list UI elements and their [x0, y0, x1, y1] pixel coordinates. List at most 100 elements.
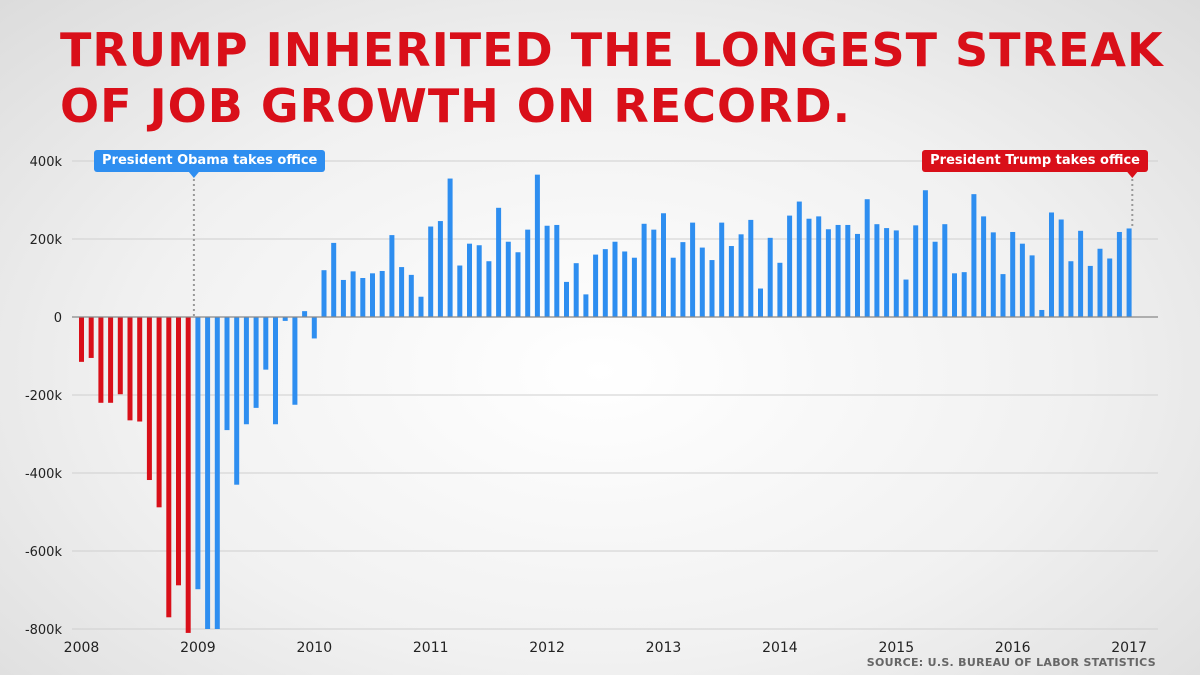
bar	[234, 317, 240, 485]
bar	[205, 317, 211, 629]
headline-line-2: OF JOB GROWTH ON RECORD.	[60, 79, 852, 133]
bar	[758, 288, 763, 317]
bar	[457, 265, 463, 317]
bar	[835, 224, 841, 317]
bar	[661, 213, 666, 317]
bar	[505, 241, 511, 317]
y-tick-label: -600k	[25, 545, 63, 560]
bar	[224, 317, 230, 431]
bar	[166, 317, 172, 618]
bar	[185, 317, 191, 633]
bar	[302, 311, 308, 317]
bar	[525, 229, 531, 317]
y-tick-label: 400k	[30, 155, 63, 170]
headline: TRUMP INHERITED THE LONGEST STREAK OF JO…	[60, 22, 1170, 134]
x-tick-label: 2014	[762, 640, 798, 656]
bar	[1039, 309, 1045, 317]
bar	[379, 270, 385, 317]
bar	[399, 267, 405, 317]
bar	[641, 223, 647, 317]
bar	[1049, 212, 1054, 317]
bar	[825, 229, 831, 317]
bar	[690, 222, 696, 317]
bar	[573, 263, 579, 317]
bar	[350, 271, 356, 317]
bar	[1068, 261, 1074, 317]
bar	[137, 317, 143, 422]
bar	[593, 254, 599, 317]
bar	[146, 317, 152, 481]
x-tick-label: 2013	[646, 640, 682, 656]
bar	[273, 317, 278, 425]
bar	[952, 273, 957, 317]
bar	[942, 224, 948, 317]
bar	[195, 317, 201, 590]
bar	[496, 207, 502, 317]
bar	[1078, 230, 1084, 317]
bar	[467, 243, 472, 317]
bar	[612, 241, 618, 317]
bar	[476, 245, 482, 317]
bar	[437, 221, 443, 317]
trump-callout-pointer	[1127, 172, 1138, 178]
bar	[583, 294, 589, 317]
bar	[1010, 231, 1016, 317]
bar	[845, 224, 851, 317]
y-tick-label: -200k	[25, 389, 63, 404]
bar	[864, 199, 870, 317]
bar	[360, 278, 366, 317]
bar	[922, 190, 928, 317]
bar	[292, 317, 298, 405]
bar	[670, 257, 676, 317]
bar	[108, 317, 114, 403]
bar	[728, 246, 734, 317]
bar	[370, 273, 375, 317]
bar	[282, 317, 288, 321]
bar	[932, 241, 938, 317]
source-note: SOURCE: U.S. BUREAU OF LABOR STATISTICS	[866, 656, 1156, 669]
bar	[389, 235, 395, 317]
bar	[79, 317, 84, 362]
bar	[1097, 248, 1103, 317]
obama-callout-label: President Obama takes office	[94, 150, 326, 172]
bar	[738, 234, 744, 317]
bar	[544, 225, 550, 317]
bar	[428, 226, 434, 317]
obama-callout-pointer	[188, 172, 199, 178]
x-tick-label: 2011	[413, 640, 449, 656]
bar	[748, 219, 754, 317]
bar	[874, 224, 880, 317]
bar	[1126, 228, 1132, 317]
bar	[1058, 219, 1064, 317]
bar	[981, 216, 987, 317]
bar	[1107, 258, 1113, 317]
bar	[486, 261, 492, 317]
bar	[884, 228, 890, 317]
bar	[1000, 274, 1006, 317]
bar	[117, 317, 123, 395]
bar	[709, 260, 715, 317]
bar	[564, 281, 569, 317]
y-tick-label: -400k	[25, 467, 63, 482]
bar	[1019, 243, 1025, 317]
headline-line-1: TRUMP INHERITED THE LONGEST STREAK	[60, 23, 1164, 77]
bar	[176, 317, 181, 586]
bar	[913, 225, 919, 317]
bar	[903, 279, 909, 317]
bar	[214, 317, 220, 629]
bar	[311, 317, 317, 339]
bar	[127, 317, 133, 421]
y-tick-label: -800k	[25, 623, 63, 638]
bar	[680, 242, 686, 317]
y-tick-label: 200k	[30, 233, 63, 248]
bar	[98, 317, 104, 403]
bar	[418, 296, 424, 317]
bar	[156, 317, 162, 508]
bar	[515, 252, 521, 317]
bar	[631, 257, 637, 317]
x-tick-label: 2008	[64, 640, 100, 656]
bar	[447, 178, 453, 317]
bar	[777, 262, 783, 317]
bar	[534, 174, 540, 317]
